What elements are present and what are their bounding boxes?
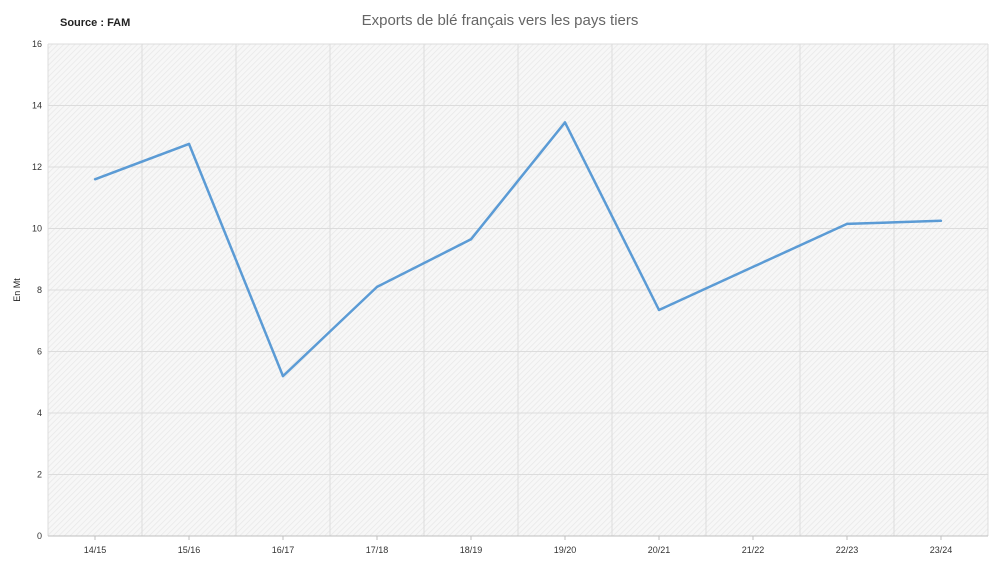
y-tick-label: 10 [32, 224, 42, 234]
y-tick-label: 4 [37, 408, 42, 418]
data-point [845, 222, 849, 226]
data-point [563, 121, 567, 124]
data-point [187, 142, 191, 146]
y-tick-label: 16 [32, 39, 42, 49]
x-tick-label: 22/23 [836, 545, 859, 555]
y-tick-label: 12 [32, 162, 42, 172]
x-tick-label: 23/24 [930, 545, 953, 555]
y-tick-label: 6 [37, 347, 42, 357]
y-tick-label: 2 [37, 470, 42, 480]
data-point [657, 308, 661, 312]
grid-lines [47, 43, 989, 536]
x-tick-label: 19/20 [554, 545, 577, 555]
x-tick-label: 20/21 [648, 545, 671, 555]
data-point [939, 219, 943, 223]
data-point [281, 374, 285, 378]
series-group [93, 121, 943, 378]
data-point [751, 265, 755, 269]
chart-title: Exports de blé français vers les pays ti… [362, 12, 639, 29]
y-tick-label: 8 [37, 285, 42, 295]
series-line [94, 121, 942, 378]
data-point [469, 238, 473, 241]
source-label: Source : FAM [60, 17, 130, 29]
y-tick-label: 0 [37, 531, 42, 541]
y-tick-labels: 0 2 4 6 8 10 12 14 16 [32, 39, 42, 541]
x-tick-label: 16/17 [272, 545, 295, 555]
x-tick-label: 21/22 [742, 545, 765, 555]
x-tick-label: 18/19 [460, 545, 483, 555]
y-axis-label: En Mt [12, 278, 22, 302]
x-tick-label: 17/18 [366, 545, 389, 555]
x-tick-label: 14/15 [84, 545, 107, 555]
x-tick-labels: 14/15 15/16 16/17 17/18 18/19 19/20 20/21 21/22… [84, 536, 953, 555]
x-tick-label: 15/16 [178, 545, 201, 555]
y-tick-label: 14 [32, 101, 42, 111]
data-point [375, 285, 379, 289]
data-point [93, 178, 97, 181]
